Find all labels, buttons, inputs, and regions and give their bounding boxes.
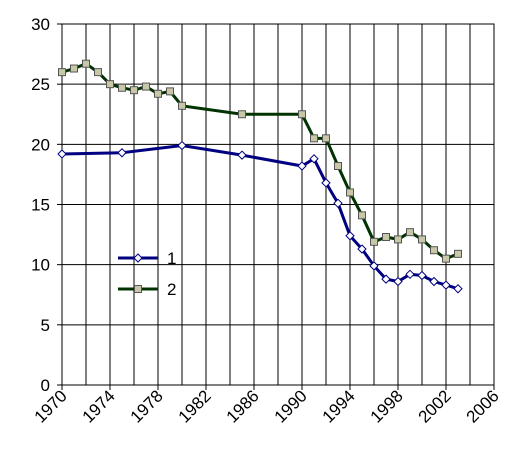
y-tick-label: 25	[31, 75, 50, 94]
x-tick-label: 1974	[79, 386, 119, 426]
marker	[118, 83, 126, 92]
x-tick-label: 1978	[127, 386, 167, 426]
y-tick-label: 20	[31, 135, 50, 154]
line	[61, 62, 459, 261]
marker	[369, 261, 379, 271]
marker	[417, 270, 427, 281]
marker	[333, 198, 343, 209]
x-tick-label: 1982	[175, 386, 215, 426]
line	[61, 144, 459, 291]
x-tick-label: 1990	[271, 386, 311, 426]
marker	[453, 284, 463, 294]
marker	[309, 154, 319, 164]
marker	[418, 235, 426, 244]
legend-label: 1	[167, 249, 176, 268]
legend-marker	[133, 253, 143, 263]
y-tick-label: 15	[31, 196, 50, 215]
marker	[393, 276, 403, 287]
marker	[322, 134, 330, 143]
marker	[370, 237, 378, 246]
marker	[130, 86, 138, 95]
y-tick-label: 30	[31, 15, 50, 34]
marker	[454, 249, 462, 258]
marker	[442, 254, 450, 263]
x-tick-label: 2002	[415, 386, 455, 426]
y-tick-label: 0	[41, 376, 50, 395]
x-tick-label: 1986	[223, 386, 263, 426]
marker	[441, 280, 451, 290]
marker	[394, 235, 402, 244]
legend-label: 2	[167, 280, 176, 299]
marker	[94, 68, 102, 77]
marker	[381, 274, 391, 284]
marker	[70, 64, 78, 73]
marker	[346, 188, 354, 197]
marker	[358, 211, 366, 220]
marker	[142, 82, 150, 91]
legend-marker	[134, 285, 142, 293]
marker	[57, 149, 67, 159]
x-tick-label: 1970	[31, 386, 71, 426]
marker	[334, 161, 342, 170]
marker	[357, 244, 367, 254]
marker	[154, 89, 162, 98]
marker	[345, 231, 355, 241]
x-tick-label: 1998	[367, 386, 407, 426]
marker	[106, 80, 114, 89]
marker	[406, 228, 414, 237]
marker	[166, 87, 174, 96]
x-tick-label: 2006	[463, 386, 503, 426]
marker	[382, 232, 390, 241]
marker	[298, 110, 306, 119]
marker	[310, 134, 318, 143]
y-tick-label: 5	[41, 316, 50, 335]
marker	[117, 148, 127, 158]
marker	[82, 59, 90, 68]
marker	[297, 161, 307, 171]
marker	[430, 246, 438, 255]
marker	[177, 140, 187, 151]
marker	[58, 68, 66, 77]
plot-frame	[61, 23, 495, 386]
marker	[405, 269, 415, 280]
x-tick-label: 1994	[319, 386, 359, 426]
marker	[237, 150, 247, 160]
marker	[238, 110, 246, 119]
marker	[178, 101, 186, 110]
marker	[321, 178, 331, 188]
marker	[429, 276, 439, 287]
y-tick-label: 10	[31, 256, 50, 275]
